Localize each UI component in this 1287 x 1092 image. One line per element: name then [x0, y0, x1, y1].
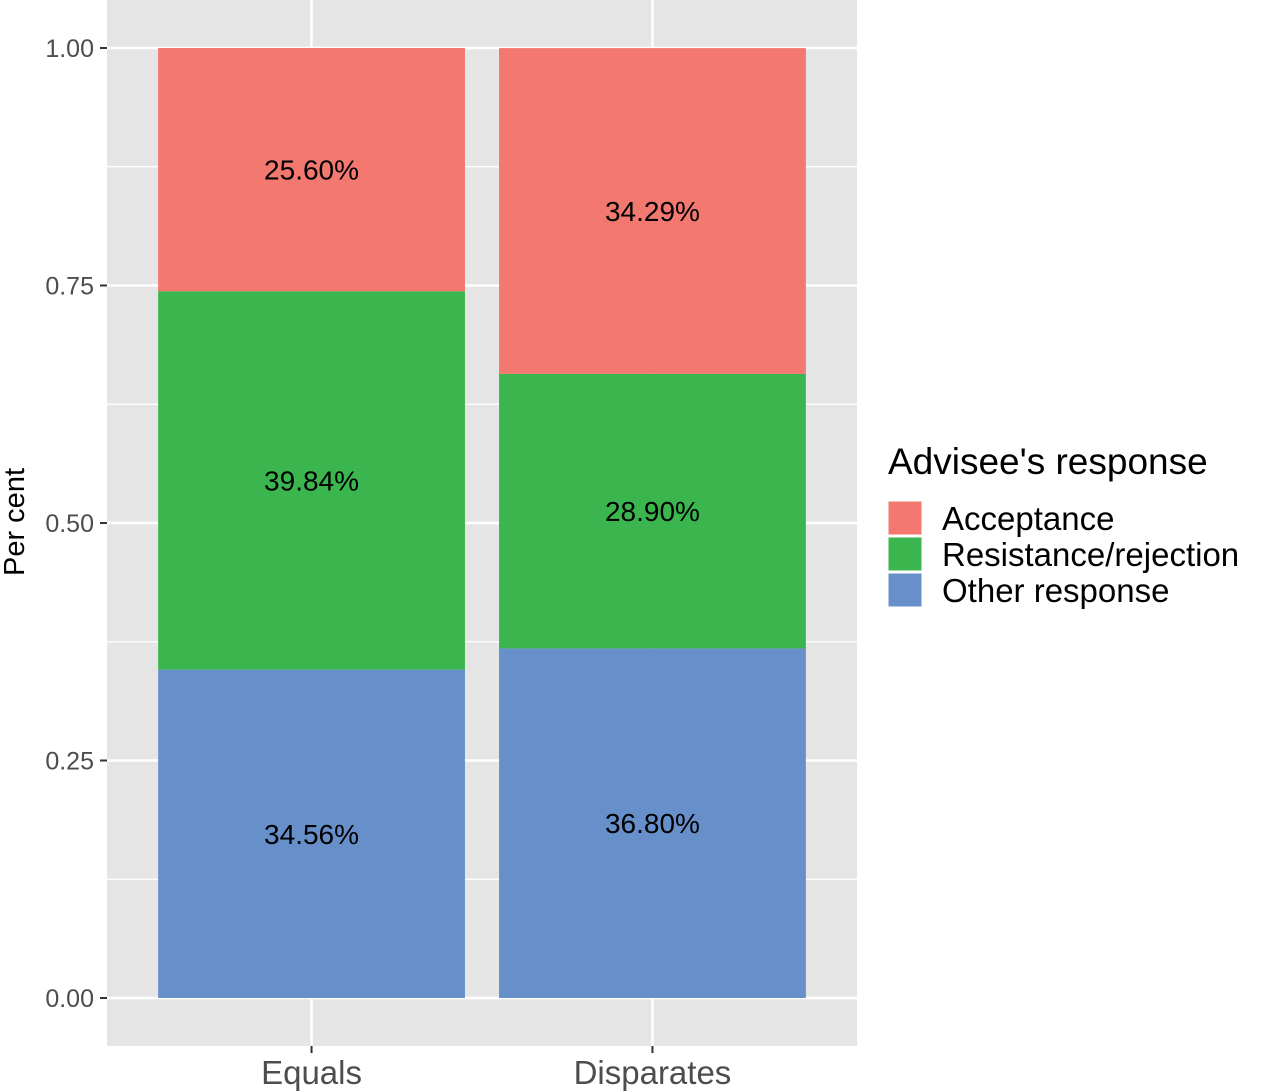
- legend-label: Other response: [942, 572, 1169, 609]
- legend-swatch: [887, 572, 923, 608]
- data-label: 36.80%: [605, 808, 700, 839]
- legend-swatch: [887, 536, 923, 572]
- data-label: 28.90%: [605, 496, 700, 527]
- bar-segment: [158, 669, 465, 998]
- bar-segment: [158, 291, 465, 670]
- data-label: 25.60%: [264, 155, 359, 186]
- legend-label: Acceptance: [942, 500, 1114, 537]
- bar-segment: [158, 48, 465, 292]
- legend-label: Resistance/rejection: [942, 536, 1239, 573]
- y-tick-label: 0.75: [45, 273, 94, 301]
- data-label: 34.56%: [264, 819, 359, 850]
- y-tick-label: 0.00: [45, 985, 94, 1013]
- data-label: 39.84%: [264, 465, 359, 496]
- bar-segment: [499, 373, 806, 649]
- y-tick-label: 0.25: [45, 748, 94, 776]
- legend-swatch: [887, 500, 923, 536]
- y-tick-label: 1.00: [45, 35, 94, 63]
- data-label: 34.29%: [605, 196, 700, 227]
- x-tick-label: Equals: [261, 1054, 362, 1091]
- legend-title: Advisee's response: [888, 441, 1208, 482]
- legend: Advisee's response AcceptanceResistance/…: [887, 441, 1239, 609]
- bar-segment: [499, 648, 806, 998]
- bar-segment: [499, 48, 806, 374]
- data-labels: 34.56% 39.84% 25.60% 36.80% 28.90% 34.29%: [264, 155, 700, 850]
- x-tick-label: Disparates: [574, 1054, 732, 1091]
- y-axis: 0.00 0.25 0.50 0.75 1.00: [45, 35, 107, 1013]
- x-axis: Equals Disparates: [261, 1046, 731, 1091]
- y-tick-label: 0.50: [45, 510, 94, 538]
- y-axis-title: Per cent: [0, 468, 31, 576]
- bars: [158, 48, 806, 998]
